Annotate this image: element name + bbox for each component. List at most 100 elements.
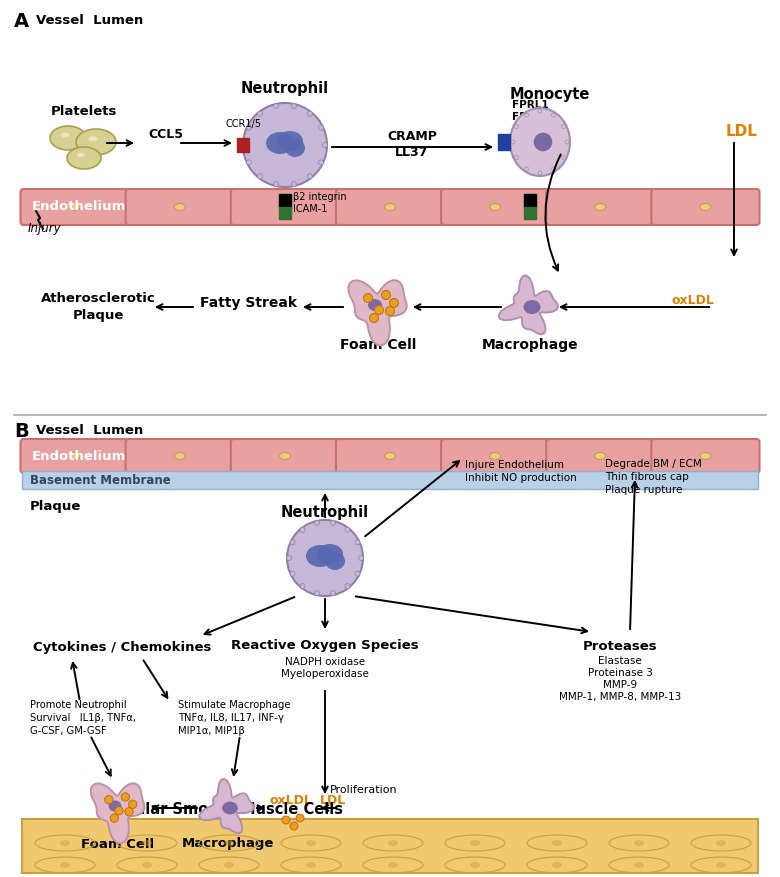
Ellipse shape (292, 182, 296, 187)
FancyBboxPatch shape (126, 189, 234, 225)
Ellipse shape (389, 298, 399, 308)
Ellipse shape (290, 540, 295, 545)
Ellipse shape (515, 155, 519, 160)
Ellipse shape (355, 540, 360, 545)
Text: LL37: LL37 (395, 146, 429, 159)
Ellipse shape (565, 140, 569, 144)
Ellipse shape (121, 793, 129, 801)
Ellipse shape (246, 125, 251, 130)
Text: Proteinase 3: Proteinase 3 (587, 668, 652, 678)
Text: CCL5: CCL5 (148, 128, 183, 141)
Ellipse shape (381, 290, 391, 300)
Ellipse shape (538, 171, 542, 175)
Ellipse shape (562, 155, 566, 160)
FancyBboxPatch shape (651, 189, 760, 225)
Ellipse shape (551, 113, 555, 118)
Ellipse shape (314, 520, 320, 525)
Text: Myeloperoxidase: Myeloperoxidase (281, 669, 369, 679)
Ellipse shape (257, 111, 263, 117)
Text: ICAM-1: ICAM-1 (293, 204, 328, 214)
Ellipse shape (307, 111, 313, 117)
Ellipse shape (552, 840, 562, 846)
Ellipse shape (224, 840, 234, 846)
Text: Vascular Smooth Muscle Cells: Vascular Smooth Muscle Cells (97, 802, 343, 816)
Ellipse shape (634, 862, 644, 868)
FancyBboxPatch shape (22, 819, 758, 873)
Text: NADPH oxidase: NADPH oxidase (285, 657, 365, 667)
Ellipse shape (61, 132, 69, 138)
FancyBboxPatch shape (651, 439, 760, 473)
Ellipse shape (50, 126, 86, 150)
Ellipse shape (142, 862, 152, 868)
Ellipse shape (290, 571, 295, 576)
Text: Macrophage: Macrophage (182, 837, 275, 850)
Ellipse shape (523, 300, 541, 314)
Ellipse shape (385, 453, 395, 460)
Ellipse shape (306, 545, 334, 567)
Text: FPRL1: FPRL1 (512, 100, 548, 110)
Ellipse shape (552, 862, 562, 868)
Ellipse shape (300, 584, 305, 588)
Ellipse shape (716, 840, 726, 846)
Ellipse shape (716, 862, 726, 868)
Text: Basement Membrane: Basement Membrane (30, 474, 171, 487)
Text: MMP-1, MMP-8, MMP-13: MMP-1, MMP-8, MMP-13 (559, 692, 681, 702)
Ellipse shape (243, 103, 327, 187)
Text: Reactive Oxygen Species: Reactive Oxygen Species (231, 639, 419, 652)
Text: Macrophage: Macrophage (482, 338, 578, 352)
Ellipse shape (174, 453, 185, 460)
Ellipse shape (277, 131, 303, 151)
Text: Plaque rupture: Plaque rupture (605, 485, 682, 495)
FancyBboxPatch shape (336, 189, 444, 225)
Ellipse shape (355, 571, 360, 576)
Ellipse shape (490, 453, 501, 460)
Ellipse shape (69, 203, 80, 210)
Ellipse shape (317, 544, 343, 564)
Ellipse shape (69, 453, 80, 460)
FancyBboxPatch shape (126, 439, 234, 473)
Ellipse shape (287, 520, 363, 596)
Ellipse shape (374, 305, 384, 315)
Ellipse shape (524, 113, 529, 118)
Ellipse shape (524, 167, 529, 171)
FancyBboxPatch shape (279, 207, 291, 219)
Ellipse shape (76, 129, 116, 155)
Ellipse shape (534, 132, 552, 152)
FancyBboxPatch shape (20, 439, 129, 473)
Ellipse shape (257, 174, 263, 179)
Text: Fatty Streak: Fatty Streak (200, 296, 296, 310)
FancyBboxPatch shape (237, 138, 249, 152)
Text: Vessel  Lumen: Vessel Lumen (36, 424, 144, 437)
Text: Neutrophil: Neutrophil (241, 81, 329, 96)
Ellipse shape (222, 802, 238, 815)
FancyBboxPatch shape (279, 194, 291, 207)
Ellipse shape (129, 800, 136, 809)
Ellipse shape (285, 139, 305, 157)
Ellipse shape (142, 840, 152, 846)
Ellipse shape (67, 147, 101, 169)
Ellipse shape (385, 203, 395, 210)
Ellipse shape (331, 520, 335, 525)
Ellipse shape (595, 453, 606, 460)
Ellipse shape (318, 125, 324, 130)
Ellipse shape (274, 182, 278, 187)
Ellipse shape (325, 552, 345, 570)
Ellipse shape (292, 103, 296, 109)
Text: oxLDL: oxLDL (671, 295, 714, 308)
Ellipse shape (115, 807, 123, 815)
FancyBboxPatch shape (336, 439, 444, 473)
Ellipse shape (510, 108, 570, 176)
Text: Cytokines / Chemokines: Cytokines / Chemokines (33, 641, 211, 654)
Ellipse shape (322, 142, 328, 147)
Ellipse shape (174, 203, 185, 210)
Text: Plaque: Plaque (30, 500, 81, 513)
Polygon shape (498, 275, 558, 334)
Ellipse shape (331, 590, 335, 595)
Ellipse shape (224, 862, 234, 868)
FancyBboxPatch shape (546, 439, 654, 473)
FancyBboxPatch shape (441, 439, 549, 473)
Ellipse shape (388, 840, 398, 846)
Text: CCR1/5: CCR1/5 (225, 119, 261, 129)
FancyBboxPatch shape (498, 134, 510, 150)
Ellipse shape (60, 862, 70, 868)
